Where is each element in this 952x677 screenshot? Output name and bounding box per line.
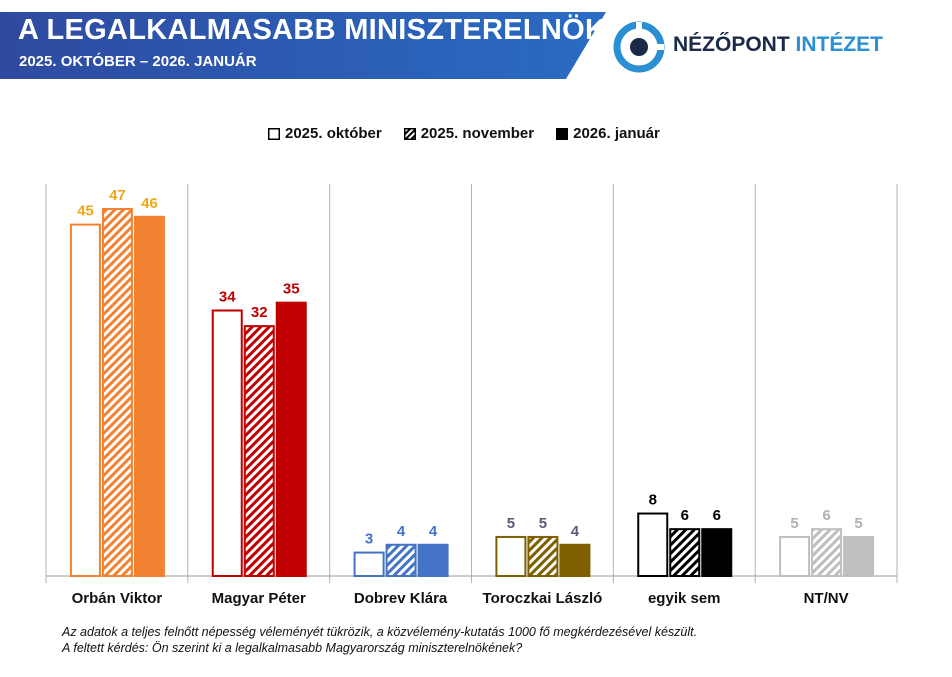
title-banner <box>0 12 606 79</box>
legend-swatch-filled <box>556 127 569 140</box>
bar-3-2 <box>559 543 591 577</box>
data-label-4-2: 6 <box>713 507 721 524</box>
data-label-3-2: 4 <box>571 523 580 540</box>
data-label-5-0: 5 <box>790 515 798 532</box>
brand-name: NÉZŐPONT INTÉZET <box>673 33 883 57</box>
chart-subtitle: 2025. OKTÓBER – 2026. JANUÁR <box>19 53 257 70</box>
data-label-1-2: 35 <box>283 281 300 298</box>
category-label-3: Toroczkai László <box>483 590 603 607</box>
bar-1-2 <box>275 301 307 577</box>
bar-2-2 <box>417 543 449 577</box>
legend-swatch-outline <box>268 127 280 140</box>
data-label-1-0: 34 <box>219 289 236 306</box>
brand-name-part2: INTÉZET <box>795 33 884 56</box>
category-label-0: Orbán Viktor <box>72 590 163 607</box>
category-label-5: NT/NV <box>804 590 849 607</box>
bar-5-1 <box>811 528 843 577</box>
bar-2-1 <box>385 543 417 577</box>
brand-name-part1: NÉZŐPONT <box>673 33 790 56</box>
legend-item-october: 2025. október <box>268 125 382 142</box>
nezopont-logo-icon <box>613 21 665 73</box>
bar-1-0 <box>211 309 243 577</box>
legend-swatch-hatched <box>403 127 416 140</box>
bar-5-0 <box>779 535 811 578</box>
data-label-5-1: 6 <box>822 507 830 524</box>
bar-5-2 <box>843 535 875 578</box>
data-label-2-0: 3 <box>365 531 373 548</box>
footnote-question: A feltett kérdés: Ön szerint ki a legalk… <box>62 641 523 655</box>
data-label-0-2: 46 <box>141 195 158 212</box>
data-label-5-2: 5 <box>854 515 862 532</box>
data-label-1-1: 32 <box>251 304 268 321</box>
legend-label-november: 2025. november <box>420 125 535 142</box>
bar-2-0 <box>353 551 385 577</box>
bar-1-1 <box>243 325 275 577</box>
data-label-4-1: 6 <box>681 507 689 524</box>
legend-item-january: 2026. január <box>556 125 660 142</box>
bar-0-0 <box>69 223 101 577</box>
legend-label-october: 2025. október <box>285 125 382 142</box>
data-label-2-1: 4 <box>397 523 406 540</box>
bar-0-2 <box>133 215 165 578</box>
bar-0-1 <box>101 208 133 577</box>
category-label-2: Dobrev Klára <box>354 590 448 607</box>
data-label-3-1: 5 <box>539 515 547 532</box>
legend-item-november: 2025. november <box>403 125 535 142</box>
bar-4-2 <box>701 528 733 577</box>
chart-legend: 2025. október 2025. november 2026. januá… <box>268 125 660 142</box>
legend-label-january: 2026. január <box>573 125 660 142</box>
data-label-0-1: 47 <box>109 187 126 204</box>
category-label-4: egyik sem <box>648 590 721 607</box>
chart-title: A LEGALKALMASABB MINISZTERELNÖK <box>18 14 607 46</box>
bar-4-1 <box>669 528 701 577</box>
bar-3-0 <box>495 535 527 578</box>
data-label-3-0: 5 <box>507 515 515 532</box>
bar-3-1 <box>527 535 559 578</box>
category-label-1: Magyar Péter <box>212 590 306 607</box>
footnote-methodology: Az adatok a teljes felnőtt népesség véle… <box>62 625 698 639</box>
footnotes: Az adatok a teljes felnőtt népesség véle… <box>62 624 697 656</box>
data-label-0-0: 45 <box>77 203 94 220</box>
data-label-2-2: 4 <box>429 523 438 540</box>
bar-4-0 <box>637 512 669 578</box>
data-label-4-0: 8 <box>649 492 657 509</box>
